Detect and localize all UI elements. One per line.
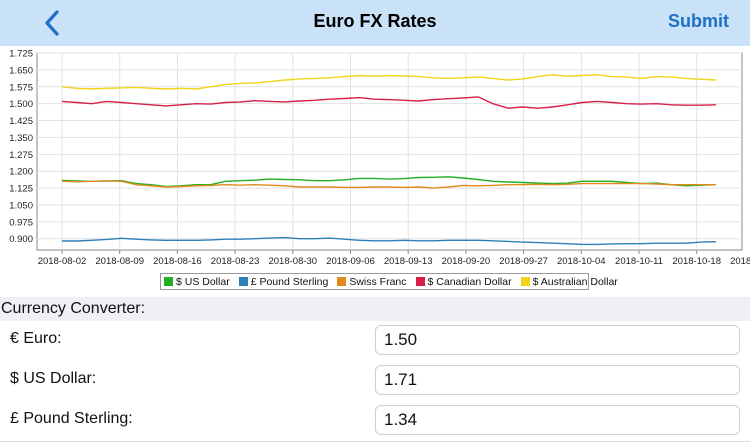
x-tick-label: 2018-09-20 [442,256,491,267]
x-tick-label: 2018-10-11 [615,256,663,267]
legend-label: $ Canadian Dollar [427,275,512,288]
x-tick-label: 2018-09-06 [326,256,375,267]
y-tick-label: 1.575 [9,82,33,93]
legend-swatch [238,277,248,286]
line-chart: 1.725 1.650 1.575 1.500 1.425 1.350 1.275 1.200… [9,49,750,268]
chart-legend: $ US Dollar £ Pound Sterling Swiss Franc $ … [160,273,618,290]
page-title: Euro FX Rates [313,11,437,31]
us-dollar-label: $ US Dollar: [10,370,97,387]
series-line-3 [61,96,717,109]
legend-item: $ US Dollar [164,276,230,288]
y-tick-label: 1.425 [9,116,33,127]
legend-swatch [415,277,425,286]
legend-label: Swiss Franc [349,275,407,288]
euro-input[interactable] [375,325,740,355]
series-line-4 [61,74,717,90]
plot-frame [36,52,743,251]
converter-section-title: Currency Converter: [0,297,750,321]
us-dollar-input[interactable] [375,365,740,395]
y-tick-label: 1.650 [9,65,33,76]
grid-lines [37,52,742,250]
series-line-1 [62,236,717,246]
legend-label: £ Pound Sterling [250,275,329,288]
y-tick-label: 1.275 [9,150,33,161]
series-line-2 [61,180,716,189]
y-tick-label: 0.975 [9,217,33,228]
legend-label: $ Australian Dollar [532,275,618,288]
y-axis-ticks: 1.725 1.650 1.575 1.500 1.425 1.350 1.275 1.200… [9,49,33,246]
y-tick-label: 1.725 [9,49,33,60]
x-axis-ticks: 2018-08-02 2018-08-09 2018-08-16 2018-08-23… [38,250,750,267]
x-tick-label: 2018-08-09 [95,256,144,267]
x-tick-label: 2018-08-16 [153,256,202,267]
x-tick-label: 2018-09-13 [384,256,433,267]
y-tick-label: 1.200 [9,167,33,178]
x-tick-label: 2018-10-25 [730,256,750,267]
fx-rates-chart: 1.725 1.650 1.575 1.500 1.425 1.350 1.275 1.200… [0,46,750,297]
submit-button[interactable]: Submit [668,11,729,31]
pound-sterling-input[interactable] [375,405,740,435]
euro-label: € Euro: [10,330,62,347]
legend-swatch [164,277,173,286]
chevron-left-icon [45,10,59,36]
legend-item: $ Australian Dollar [520,275,618,288]
x-tick-label: 2018-08-02 [38,256,87,267]
x-tick-label: 2018-08-23 [211,256,260,267]
back-button[interactable] [34,6,70,40]
converter-row-us-dollar: $ US Dollar: [0,361,750,402]
pound-sterling-label: £ Pound Sterling: [10,410,133,427]
legend-item: $ Canadian Dollar [415,275,512,288]
legend-label: $ US Dollar [176,275,230,288]
navigation-bar: Euro FX Rates Submit [0,0,750,47]
y-tick-label: 1.125 [9,184,33,195]
y-tick-label: 1.050 [9,200,33,211]
y-tick-label: 0.900 [9,234,33,245]
series-lines [61,74,717,246]
x-tick-label: 2018-10-04 [557,256,606,267]
y-tick-label: 1.500 [9,99,33,110]
legend-item: £ Pound Sterling [238,275,329,288]
x-tick-label: 2018-09-27 [499,256,548,267]
x-tick-label: 2018-08-30 [268,256,317,267]
legend-swatch [337,277,347,286]
legend-swatch [520,277,530,286]
x-tick-label: 2018-10-18 [672,256,721,267]
y-tick-label: 1.350 [9,133,33,144]
converter-row-euro: € Euro: [0,321,750,362]
legend-item: Swiss Franc [337,275,407,288]
